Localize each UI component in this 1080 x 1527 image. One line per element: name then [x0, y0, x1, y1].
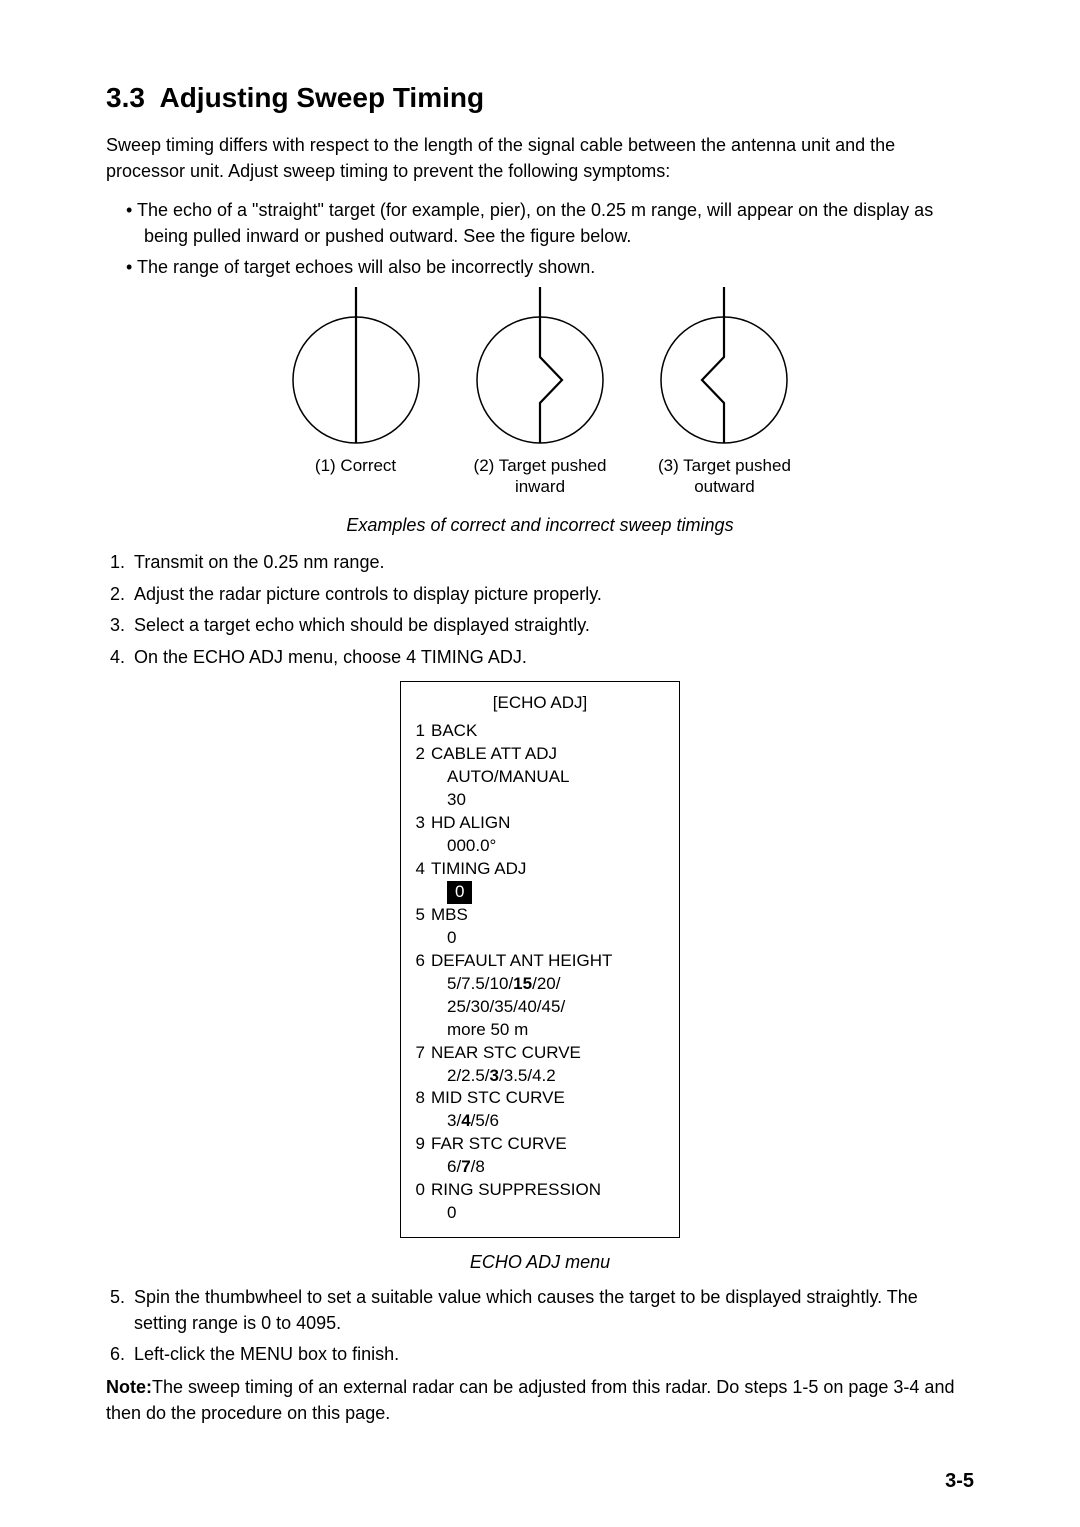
list-item: Spin the thumbwheel to set a suitable va… — [130, 1285, 974, 1336]
note-label: Note: — [106, 1377, 152, 1397]
intro-paragraph: Sweep timing differs with respect to the… — [106, 132, 974, 184]
list-item: Transmit on the 0.25 nm range. — [130, 550, 974, 576]
sweep-label: (2) Target pushed inward — [450, 455, 630, 498]
menu-item-value: 25/30/35/40/45/ — [431, 996, 612, 1019]
menu-item: 7NEAR STC CURVE2/2.5/3/3.5/4.2 — [413, 1042, 667, 1088]
menu-item-label: MBS — [431, 904, 468, 927]
menu-item-body: RING SUPPRESSION0 — [431, 1179, 601, 1225]
menu-item-value: 5/7.5/10/15/20/ — [431, 973, 612, 996]
sweep-correct: (1) Correct — [266, 287, 446, 476]
list-item: On the ECHO ADJ menu, choose 4 TIMING AD… — [130, 645, 974, 671]
menu-item-label: MID STC CURVE — [431, 1087, 565, 1110]
list-item: Left-click the MENU box to finish. — [130, 1342, 974, 1368]
list-item: Adjust the radar picture controls to dis… — [130, 582, 974, 608]
menu-item-label: NEAR STC CURVE — [431, 1042, 581, 1065]
list-item: The echo of a "straight" target (for exa… — [126, 198, 974, 249]
menu-item-highlight: 0 — [447, 881, 472, 904]
menu-item-label: FAR STC CURVE — [431, 1133, 567, 1156]
menu-item: 8MID STC CURVE3/4/5/6 — [413, 1087, 667, 1133]
section-heading: Adjusting Sweep Timing — [159, 82, 484, 113]
menu-item-value: 000.0° — [431, 835, 510, 858]
note-paragraph: Note:The sweep timing of an external rad… — [106, 1374, 974, 1426]
sweep-label: (3) Target pushed outward — [634, 455, 814, 498]
sweep-label: (1) Correct — [266, 455, 446, 476]
menu-item-value: 2/2.5/3/3.5/4.2 — [431, 1065, 581, 1088]
menu-item: 9FAR STC CURVE6/7/8 — [413, 1133, 667, 1179]
menu-item: 2CABLE ATT ADJAUTO/MANUAL30 — [413, 743, 667, 812]
menu-item-label: BACK — [431, 720, 477, 743]
menu-item-number: 3 — [413, 812, 431, 858]
sweep-inward: (2) Target pushed inward — [450, 287, 630, 498]
menu-item-number: 1 — [413, 720, 431, 743]
list-item: Select a target echo which should be dis… — [130, 613, 974, 639]
menu-item-value: 3/4/5/6 — [431, 1110, 565, 1133]
section-number: 3.3 — [106, 82, 145, 113]
menu-item-number: 6 — [413, 950, 431, 1042]
menu-item-number: 5 — [413, 904, 431, 950]
menu-item-number: 4 — [413, 858, 431, 904]
menu-item-value: 0 — [431, 1202, 601, 1225]
figure-caption: Examples of correct and incorrect sweep … — [106, 515, 974, 536]
menu-item-number: 7 — [413, 1042, 431, 1088]
menu-item-label: CABLE ATT ADJ — [431, 743, 570, 766]
menu-item: 0RING SUPPRESSION0 — [413, 1179, 667, 1225]
menu-item-value: more 50 m — [431, 1019, 612, 1042]
menu-item-body: NEAR STC CURVE2/2.5/3/3.5/4.2 — [431, 1042, 581, 1088]
menu-item-body: MID STC CURVE3/4/5/6 — [431, 1087, 565, 1133]
page-number: 3-5 — [945, 1470, 974, 1493]
menu-item-body: FAR STC CURVE6/7/8 — [431, 1133, 567, 1179]
menu-item-value: AUTO/MANUAL — [431, 766, 570, 789]
menu-item-number: 9 — [413, 1133, 431, 1179]
menu-item-label: HD ALIGN — [431, 812, 510, 835]
procedure-list-b: Spin the thumbwheel to set a suitable va… — [106, 1285, 974, 1368]
menu-item-value: 30 — [431, 789, 570, 812]
sweep-outward-icon — [649, 287, 799, 447]
menu-item-number: 8 — [413, 1087, 431, 1133]
section-title: 3.3 Adjusting Sweep Timing — [106, 82, 974, 114]
echo-adj-menu: [ECHO ADJ] 1BACK2CABLE ATT ADJAUTO/MANUA… — [106, 681, 974, 1239]
menu-item-value: 0 — [431, 881, 526, 904]
menu-item-body: HD ALIGN000.0° — [431, 812, 510, 858]
menu-item: 4TIMING ADJ0 — [413, 858, 667, 904]
menu-item-label: DEFAULT ANT HEIGHT — [431, 950, 612, 973]
list-item: The range of target echoes will also be … — [126, 255, 974, 281]
symptom-list: The echo of a "straight" target (for exa… — [106, 198, 974, 281]
menu-item: 3HD ALIGN000.0° — [413, 812, 667, 858]
menu-item: 5MBS0 — [413, 904, 667, 950]
menu-item-body: CABLE ATT ADJAUTO/MANUAL30 — [431, 743, 570, 812]
menu-item-value: 0 — [431, 927, 468, 950]
menu-item-body: DEFAULT ANT HEIGHT5/7.5/10/15/20/25/30/3… — [431, 950, 612, 1042]
menu-box: [ECHO ADJ] 1BACK2CABLE ATT ADJAUTO/MANUA… — [400, 681, 680, 1239]
sweep-outward: (3) Target pushed outward — [634, 287, 814, 498]
sweep-inward-icon — [465, 287, 615, 447]
menu-item-body: BACK — [431, 720, 477, 743]
menu-item-body: TIMING ADJ0 — [431, 858, 526, 904]
menu-title: [ECHO ADJ] — [413, 692, 667, 715]
menu-caption: ECHO ADJ menu — [106, 1252, 974, 1273]
menu-item-label: TIMING ADJ — [431, 858, 526, 881]
sweep-correct-icon — [281, 287, 431, 447]
procedure-list-a: Transmit on the 0.25 nm range. Adjust th… — [106, 550, 974, 670]
menu-item-number: 2 — [413, 743, 431, 812]
menu-item-number: 0 — [413, 1179, 431, 1225]
menu-item: 6DEFAULT ANT HEIGHT5/7.5/10/15/20/25/30/… — [413, 950, 667, 1042]
menu-item-label: RING SUPPRESSION — [431, 1179, 601, 1202]
menu-item-value: 6/7/8 — [431, 1156, 567, 1179]
menu-item-body: MBS0 — [431, 904, 468, 950]
note-text: The sweep timing of an external radar ca… — [106, 1377, 954, 1423]
menu-item: 1BACK — [413, 720, 667, 743]
sweep-figure: (1) Correct (2) Target pushed inward (3)… — [106, 287, 974, 498]
